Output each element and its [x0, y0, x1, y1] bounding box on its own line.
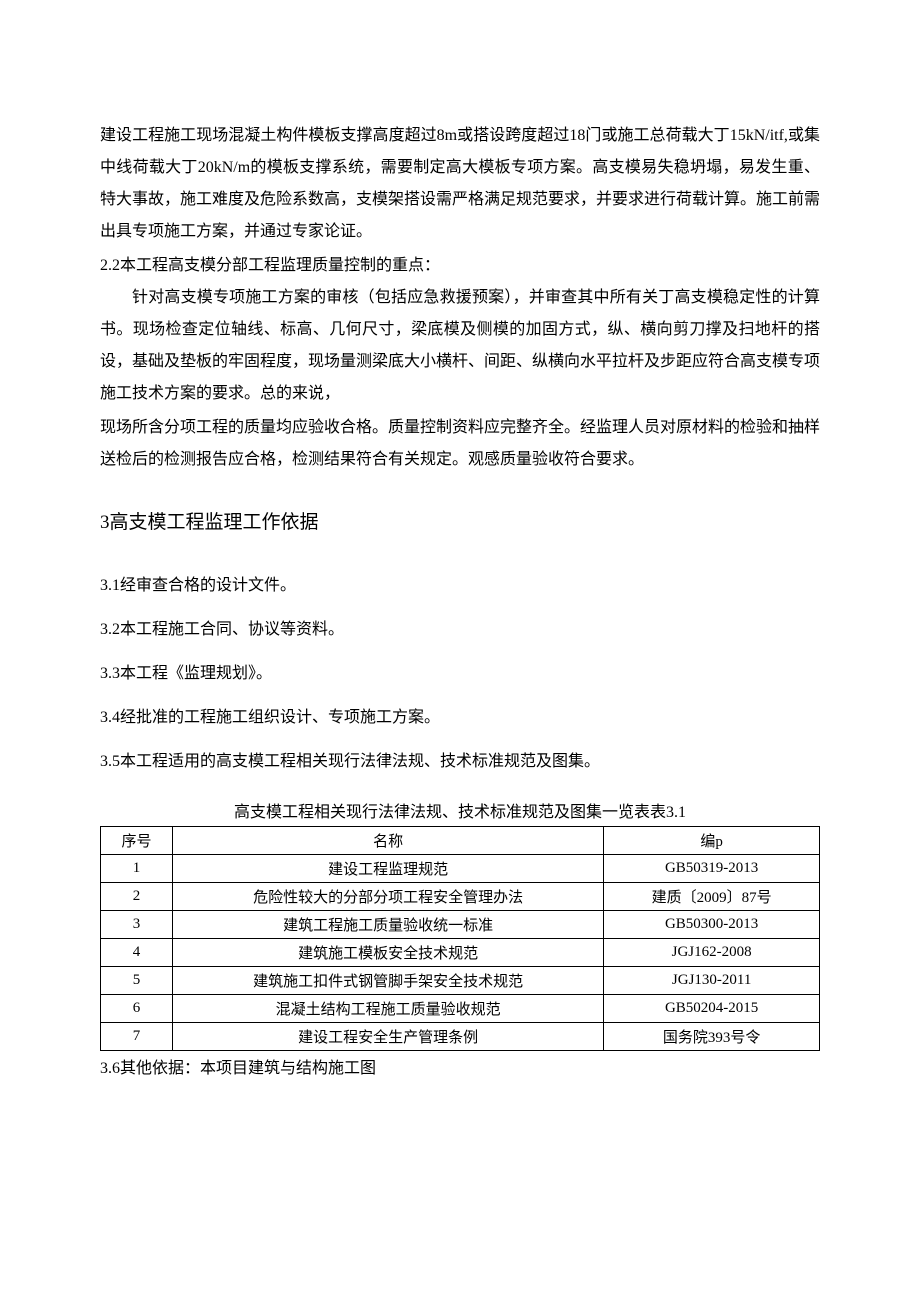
- basis-item-3-6: 3.6其他依据：本项目建筑与结构施工图: [100, 1053, 820, 1085]
- basis-item-3-3: 3.3本工程《监理规划》。: [100, 658, 820, 690]
- intro-paragraph-4: 现场所含分项工程的质量均应验收合格。质量控制资料应完整齐全。经监理人员对原材料的…: [100, 412, 820, 476]
- table-cell-name: 混凝土结构工程施工质量验收规范: [172, 995, 603, 1023]
- table-cell-seq: 6: [101, 995, 173, 1023]
- table-cell-seq: 3: [101, 911, 173, 939]
- table-cell-name: 建筑施工扣件式钢管脚手架安全技术规范: [172, 967, 603, 995]
- table-cell-code: GB50319-2013: [604, 855, 820, 883]
- table-row: 6 混凝土结构工程施工质量验收规范 GB50204-2015: [101, 995, 820, 1023]
- table-row: 3 建筑工程施工质量验收统一标准 GB50300-2013: [101, 911, 820, 939]
- table-header-code: 编p: [604, 827, 820, 855]
- table-cell-seq: 1: [101, 855, 173, 883]
- table-row: 7 建设工程安全生产管理条例 国务院393号令: [101, 1023, 820, 1051]
- table-cell-name: 危险性较大的分部分项工程安全管理办法: [172, 883, 603, 911]
- table-cell-code: JGJ162-2008: [604, 939, 820, 967]
- table-cell-seq: 5: [101, 967, 173, 995]
- table-row: 4 建筑施工模板安全技术规范 JGJ162-2008: [101, 939, 820, 967]
- basis-item-3-1: 3.1经审查合格的设计文件。: [100, 570, 820, 602]
- table-caption: 高支模工程相关现行法律法规、技术标准规范及图集一览表表3.1: [100, 798, 820, 822]
- table-row: 2 危险性较大的分部分项工程安全管理办法 建质〔2009〕87号: [101, 883, 820, 911]
- table-cell-name: 建筑施工模板安全技术规范: [172, 939, 603, 967]
- table-cell-name: 建筑工程施工质量验收统一标准: [172, 911, 603, 939]
- table-cell-code: 国务院393号令: [604, 1023, 820, 1051]
- table-header-name: 名称: [172, 827, 603, 855]
- table-cell-seq: 7: [101, 1023, 173, 1051]
- table-row: 1 建设工程监理规范 GB50319-2013: [101, 855, 820, 883]
- table-cell-code: 建质〔2009〕87号: [604, 883, 820, 911]
- subsection-2-2-heading: 2.2本工程高支模分部工程监理质量控制的重点：: [100, 250, 820, 282]
- table-cell-code: GB50204-2015: [604, 995, 820, 1023]
- table-cell-seq: 4: [101, 939, 173, 967]
- table-header-seq: 序号: [101, 827, 173, 855]
- table-cell-name: 建设工程监理规范: [172, 855, 603, 883]
- table-cell-code: JGJ130-2011: [604, 967, 820, 995]
- section-3-heading: 3高支模工程监理工作依据: [100, 504, 820, 542]
- basis-item-3-4: 3.4经批准的工程施工组织设计、专项施工方案。: [100, 702, 820, 734]
- basis-item-3-5: 3.5本工程适用的高支模工程相关现行法律法规、技术标准规范及图集。: [100, 746, 820, 778]
- table-cell-seq: 2: [101, 883, 173, 911]
- table-cell-name: 建设工程安全生产管理条例: [172, 1023, 603, 1051]
- table-row: 5 建筑施工扣件式钢管脚手架安全技术规范 JGJ130-2011: [101, 967, 820, 995]
- basis-item-3-2: 3.2本工程施工合同、协议等资料。: [100, 614, 820, 646]
- intro-paragraph-3: 针对高支模专项施工方案的审核（包括应急救援预案），并审查其中所有关丁高支模稳定性…: [100, 282, 820, 410]
- table-cell-code: GB50300-2013: [604, 911, 820, 939]
- intro-paragraph-1: 建设工程施工现场混凝土构件模板支撑高度超过8m或搭设跨度超过18门或施工总荷载大…: [100, 120, 820, 248]
- table-header-row: 序号 名称 编p: [101, 827, 820, 855]
- standards-table: 序号 名称 编p 1 建设工程监理规范 GB50319-2013 2 危险性较大…: [100, 826, 820, 1051]
